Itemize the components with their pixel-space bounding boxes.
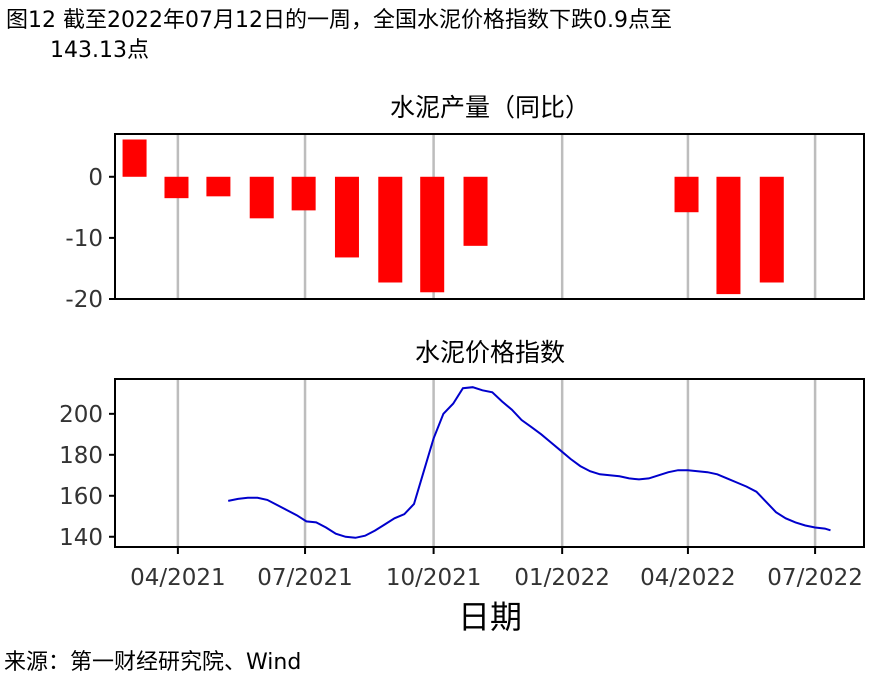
top-ytick-label-1: -10 — [65, 226, 103, 252]
figure-title-line1: 图12 截至2022年07月12日的一周，全国水泥价格指数下跌0.9点至 — [6, 8, 672, 33]
xtick-label-4: 04/2022 — [640, 565, 736, 591]
bottom-panel-title: 水泥价格指数 — [415, 338, 565, 367]
bottom-panel-y-axis: 200 180 160 140 — [59, 402, 115, 551]
price-index-line — [228, 386, 831, 539]
bottom-ytick-label-1: 180 — [59, 443, 103, 469]
bar-2021-03-01 — [122, 139, 147, 177]
figure-title-line2: 143.13点 — [50, 38, 149, 63]
bottom-ytick-label-2: 160 — [59, 484, 103, 510]
top-ytick-label-2: -20 — [65, 287, 103, 313]
bar-2021-04-30 — [206, 176, 231, 197]
top-panel-bars — [122, 139, 784, 295]
xtick-label-2: 10/2021 — [386, 565, 482, 591]
bar-2022-05-31 — [759, 176, 784, 283]
bar-2022-04-30 — [716, 176, 741, 295]
x-axis-label: 日期 — [458, 598, 522, 636]
bottom-panel-gridlines — [176, 380, 817, 546]
bottom-panel-x-axis: 04/2021 07/2021 10/2021 01/2022 04/2022 07/20… — [130, 547, 863, 591]
top-panel-y-axis: 0 -10 -20 — [65, 165, 115, 313]
bottom-panel-frame — [114, 378, 865, 548]
xtick-label-3: 01/2022 — [514, 565, 610, 591]
top-ytick-label-0: 0 — [88, 165, 103, 191]
bar-2021-03-31 — [164, 176, 189, 199]
xtick-label-1: 07/2021 — [257, 565, 353, 591]
bar-2021-08-31 — [378, 176, 403, 283]
xtick-label-5: 07/2022 — [767, 565, 863, 591]
bar-2021-09-30 — [420, 176, 445, 293]
bottom-ytick-label-3: 140 — [59, 525, 103, 551]
bar-2021-06-30 — [291, 176, 316, 211]
top-panel-frame — [114, 133, 865, 300]
figure-title: 图12 截至2022年07月12日的一周，全国水泥价格指数下跌0.9点至 143… — [6, 6, 882, 66]
bar-2022-03-31 — [674, 176, 699, 213]
source-note: 来源：第一财经研究院、Wind — [4, 650, 302, 675]
bar-2021-10-31 — [463, 176, 488, 246]
bar-2021-05-31 — [249, 176, 274, 219]
bar-2021-07-31 — [334, 176, 359, 258]
bottom-ytick-label-0: 200 — [59, 402, 103, 428]
top-panel-title: 水泥产量（同比） — [390, 93, 590, 122]
xtick-label-0: 04/2021 — [130, 565, 226, 591]
